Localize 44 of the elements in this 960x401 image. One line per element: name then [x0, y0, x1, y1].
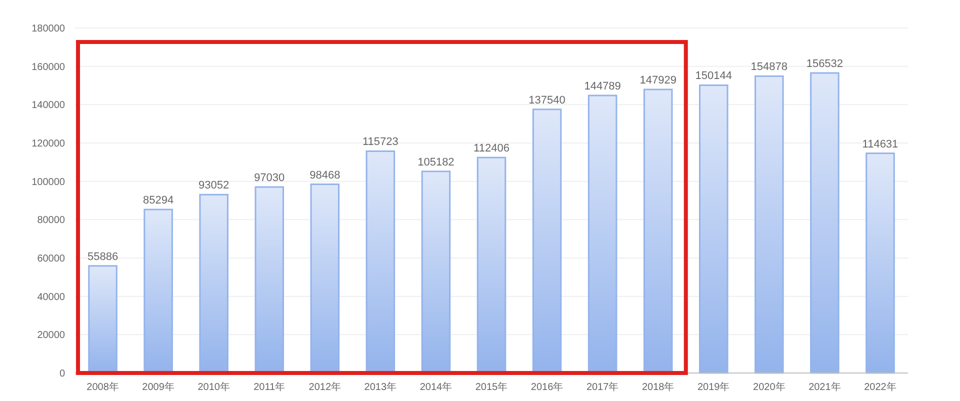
data-label: 156532 [806, 58, 844, 70]
data-label: 55886 [87, 250, 118, 263]
x-tick-label: 2014年 [420, 381, 452, 393]
x-tick-label: 2019年 [698, 381, 730, 393]
x-tick-label: 2013年 [364, 381, 397, 393]
y-tick-label: 0 [59, 368, 66, 380]
x-tick-label: 2011年 [254, 381, 286, 393]
y-tick-label: 100000 [32, 176, 66, 188]
y-tick-label: 20000 [37, 330, 66, 342]
y-tick-label: 180000 [32, 24, 66, 34]
x-tick-label: 2021年 [808, 381, 841, 393]
y-tick-label: 40000 [37, 292, 66, 303]
data-label: 154878 [750, 61, 788, 74]
x-tick-label: 2010年 [198, 381, 230, 393]
bar [810, 72, 840, 374]
data-label: 93052 [198, 180, 230, 192]
x-tick-label: 2022年 [864, 381, 896, 393]
data-label: 97030 [254, 172, 285, 184]
data-label: 137540 [528, 94, 566, 106]
data-label: 147929 [640, 74, 676, 86]
y-tick-label: 120000 [32, 138, 66, 150]
data-label: 115723 [362, 136, 398, 148]
y-tick-label: 140000 [32, 100, 66, 112]
data-label: 144789 [584, 80, 621, 92]
data-label: 114631 [862, 138, 898, 150]
y-tick-label: 80000 [37, 215, 66, 226]
data-label: 112406 [474, 142, 510, 155]
bar [754, 75, 784, 374]
x-tick-label: 2020年 [753, 381, 786, 393]
x-tick-label: 2017年 [586, 381, 619, 393]
data-label: 98468 [310, 169, 340, 182]
y-tick-label: 160000 [32, 62, 66, 73]
data-label: 105182 [418, 156, 454, 168]
x-tick-label: 2015年 [475, 381, 508, 393]
x-tick-label: 2009年 [142, 381, 174, 393]
data-label: 85294 [143, 194, 174, 207]
x-tick-label: 2012年 [308, 381, 342, 393]
bar [699, 84, 728, 374]
data-label: 150144 [695, 70, 732, 82]
x-tick-label: 2016年 [530, 381, 564, 393]
x-tick-label: 2018年 [642, 381, 674, 393]
bar [866, 152, 895, 374]
y-tick-label: 60000 [37, 254, 66, 264]
x-tick-label: 2008年 [86, 381, 119, 393]
